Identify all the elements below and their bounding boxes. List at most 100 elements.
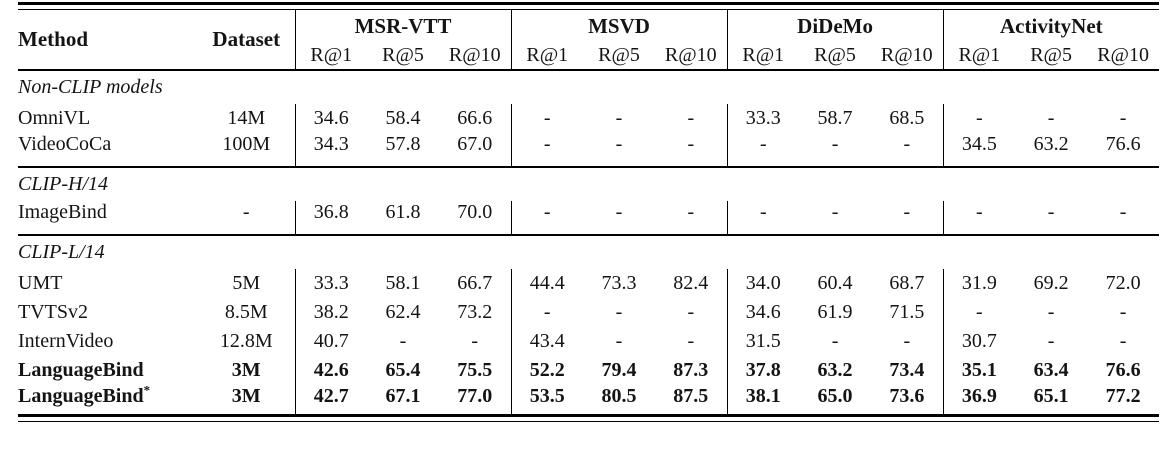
value-cell: 43.4 — [510, 327, 584, 356]
value-cell: - — [831, 201, 839, 223]
metric-header: R@5 — [382, 44, 424, 66]
value-cell: - — [399, 330, 407, 352]
value-cell: - — [903, 133, 911, 155]
header-metric-row: R@1 R@5 R@10 R@1 R@5 R@10 R@1 R@5 R@10 R… — [18, 42, 1159, 70]
value-cell: - — [687, 107, 695, 129]
value-cell: 36.9 — [942, 385, 1016, 414]
group-header-msvd: MSVD — [510, 10, 728, 42]
value-cell: 38.1 — [726, 385, 800, 414]
value-cell: 34.5 — [942, 133, 1016, 167]
value-cell: 58.7 — [817, 107, 853, 129]
value-cell: - — [615, 201, 623, 223]
dataset-cell: 100M — [222, 133, 271, 155]
value-cell: 33.3 — [294, 269, 367, 298]
value-cell: 63.4 — [1033, 359, 1069, 381]
metric-header: R@10 — [880, 44, 933, 66]
value-cell: 57.8 — [385, 133, 421, 155]
value-cell: - — [471, 330, 479, 352]
metric-header: R@5 — [598, 44, 640, 66]
value-cell: - — [942, 298, 1016, 327]
value-cell: 72.0 — [1105, 272, 1141, 294]
value-cell: - — [615, 301, 623, 323]
value-cell: 76.6 — [1105, 133, 1141, 155]
top-rule-thick — [18, 2, 1159, 5]
value-cell: 67.1 — [385, 385, 421, 407]
value-cell: 65.4 — [385, 359, 421, 381]
value-cell: 80.5 — [601, 385, 637, 407]
value-cell: 38.2 — [294, 298, 367, 327]
value-cell: 53.5 — [510, 385, 584, 414]
value-cell: - — [726, 201, 800, 235]
value-cell: 87.5 — [673, 385, 709, 407]
value-cell: 65.1 — [1033, 385, 1069, 407]
value-cell: 75.5 — [457, 359, 493, 381]
value-cell: - — [726, 133, 800, 167]
value-cell: 35.1 — [942, 356, 1016, 385]
group-header-msrvtt: MSR-VTT — [294, 10, 512, 42]
metric-header: R@1 — [942, 42, 1016, 70]
group-header-activitynet: ActivityNet — [942, 10, 1160, 42]
table-row: VideoCoCa 100M 34.3 57.8 67.0 - - - - - … — [18, 133, 1159, 167]
metric-header: R@1 — [294, 42, 367, 70]
method-cell: TVTSv2 — [18, 301, 88, 323]
value-cell: 65.0 — [817, 385, 853, 407]
table-row: UMT 5M 33.3 58.1 66.7 44.4 73.3 82.4 34.… — [18, 269, 1159, 298]
value-cell: 66.6 — [457, 107, 493, 129]
section-label: CLIP-L/14 — [18, 241, 105, 263]
section-clip-l14: CLIP-L/14 UMT 5M 33.3 58.1 66.7 44.4 73.… — [18, 235, 1160, 414]
table-row: InternVideo 12.8M 40.7 - - 43.4 - - 31.5… — [18, 327, 1159, 356]
value-cell: 77.2 — [1105, 385, 1141, 407]
value-cell: - — [510, 298, 584, 327]
table-row-languagebind: LanguageBind 3M 42.6 65.4 75.5 52.2 79.4… — [18, 356, 1159, 385]
dataset-cell: 5M — [232, 272, 261, 294]
dataset-cell: 14M — [227, 107, 266, 129]
bottom-rule-thin — [18, 421, 1159, 422]
value-cell: 58.4 — [385, 107, 421, 129]
header-group-row: Method Dataset MSR-VTT MSVD DiDeMo Activ… — [18, 10, 1160, 51]
value-cell: - — [942, 201, 1016, 235]
table-row: OmniVL 14M 34.6 58.4 66.6 - - - 33.3 58.… — [18, 104, 1159, 133]
method-column-header: Method — [18, 27, 88, 51]
value-cell: - — [687, 301, 695, 323]
top-rule-thin — [18, 9, 1159, 10]
value-cell: 79.4 — [601, 359, 637, 381]
metric-header: R@10 — [664, 44, 717, 66]
value-cell: 36.8 — [294, 201, 367, 235]
group-header-didemo: DiDeMo — [726, 10, 944, 42]
value-cell: 61.8 — [385, 201, 421, 223]
metric-header: R@5 — [814, 44, 856, 66]
value-cell: - — [615, 133, 623, 155]
value-cell: - — [831, 330, 839, 352]
value-cell: 76.6 — [1105, 359, 1141, 381]
dataset-cell: 3M — [231, 385, 261, 407]
value-cell: 58.1 — [385, 272, 421, 294]
value-cell: 40.7 — [294, 327, 367, 356]
value-cell: - — [615, 107, 623, 129]
value-cell: 42.7 — [294, 385, 367, 414]
value-cell: - — [903, 330, 911, 352]
value-cell: 34.0 — [726, 269, 800, 298]
value-cell: 63.2 — [1033, 133, 1069, 155]
method-cell: OmniVL — [18, 107, 91, 129]
value-cell: 31.5 — [726, 327, 800, 356]
value-cell: 61.9 — [817, 301, 853, 323]
value-cell: - — [687, 330, 695, 352]
value-cell: 71.5 — [889, 301, 925, 323]
value-cell: - — [510, 133, 584, 167]
value-cell: 68.5 — [889, 107, 925, 129]
dataset-cell: 12.8M — [219, 330, 273, 352]
value-cell: 77.0 — [457, 385, 493, 407]
method-cell: LanguageBind — [18, 359, 144, 381]
value-cell: 33.3 — [726, 104, 800, 133]
value-cell: 44.4 — [510, 269, 584, 298]
value-cell: 66.7 — [457, 272, 493, 294]
value-cell: 73.2 — [457, 301, 493, 323]
section-label: CLIP-H/14 — [18, 173, 108, 195]
dataset-cell: 3M — [231, 359, 261, 381]
section-label-row: CLIP-L/14 — [18, 235, 1159, 269]
value-cell: 69.2 — [1033, 272, 1069, 294]
metric-header: R@1 — [510, 42, 584, 70]
value-cell: 67.0 — [457, 133, 493, 155]
section-clip-h14: CLIP-H/14 ImageBind - 36.8 61.8 70.0 - -… — [18, 167, 1160, 235]
value-cell: 34.6 — [294, 104, 367, 133]
